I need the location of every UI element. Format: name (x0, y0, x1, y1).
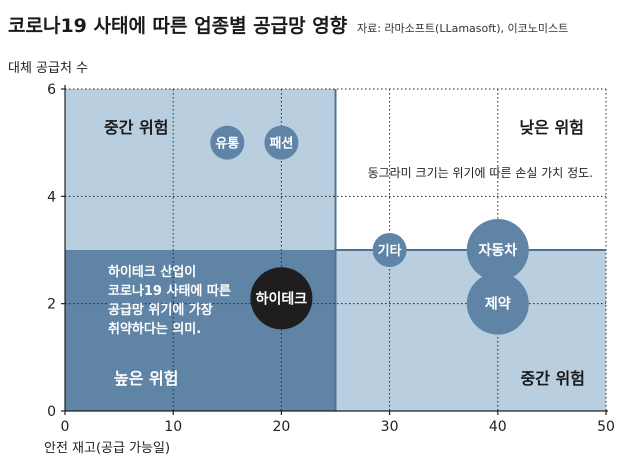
x-tick-label: 30 (381, 419, 399, 435)
zone-1 (335, 89, 606, 250)
x-axis-title: 안전 재고(공급 가능일) (44, 441, 170, 456)
x-tick-label: 0 (61, 419, 70, 435)
bubble-point (250, 267, 313, 330)
bubble-label: 하이테크 (256, 290, 308, 307)
y-tick-label: 6 (47, 82, 56, 98)
bubble-point (466, 219, 529, 281)
bubble-label: 기타 (378, 243, 402, 259)
zone-label: 낮은 위험 (520, 118, 584, 137)
bubble-point (264, 125, 299, 160)
hitech-annotation-line: 취약하다는 의미. (108, 321, 201, 337)
hitech-annotation-line: 하이테크 산업이 (108, 264, 196, 280)
hitech-annotation-line: 공급망 위기에 가장 (108, 302, 213, 318)
bubble-label: 제약 (485, 296, 511, 313)
bubble-point (466, 272, 529, 335)
bubble-label: 패션 (269, 137, 293, 152)
y-tick-label: 2 (47, 297, 56, 313)
zone-label: 높은 위험 (114, 369, 178, 388)
bubble-label: 자동차 (478, 243, 517, 259)
x-tick-label: 50 (597, 419, 615, 435)
size-note-annotation: 동그라미 크기는 위기에 따른 손실 가치 정도. (368, 166, 593, 180)
x-tick-label: 10 (164, 419, 182, 435)
zone-label: 중간 위험 (521, 369, 585, 388)
bubble-label: 유통 (215, 137, 239, 152)
zone-label: 중간 위험 (104, 118, 168, 137)
y-tick-label: 4 (47, 189, 56, 205)
zone-3 (335, 250, 606, 411)
x-tick-label: 40 (489, 419, 507, 435)
chart-source: 자료: 라마소프트(LLamasoft), 이코노미스트 (357, 22, 568, 35)
bubble-point (210, 125, 245, 160)
x-tick-label: 20 (272, 419, 290, 435)
y-axis-title: 대체 공급처 수 (8, 61, 88, 76)
bubble-point (372, 233, 407, 267)
y-tick-label: 0 (47, 404, 56, 420)
zone-0 (65, 89, 336, 250)
hitech-annotation-line: 코로나19 사태에 따른 (108, 283, 231, 299)
chart-title: 코로나19 사태에 따른 업종별 공급망 영향 (8, 15, 348, 37)
